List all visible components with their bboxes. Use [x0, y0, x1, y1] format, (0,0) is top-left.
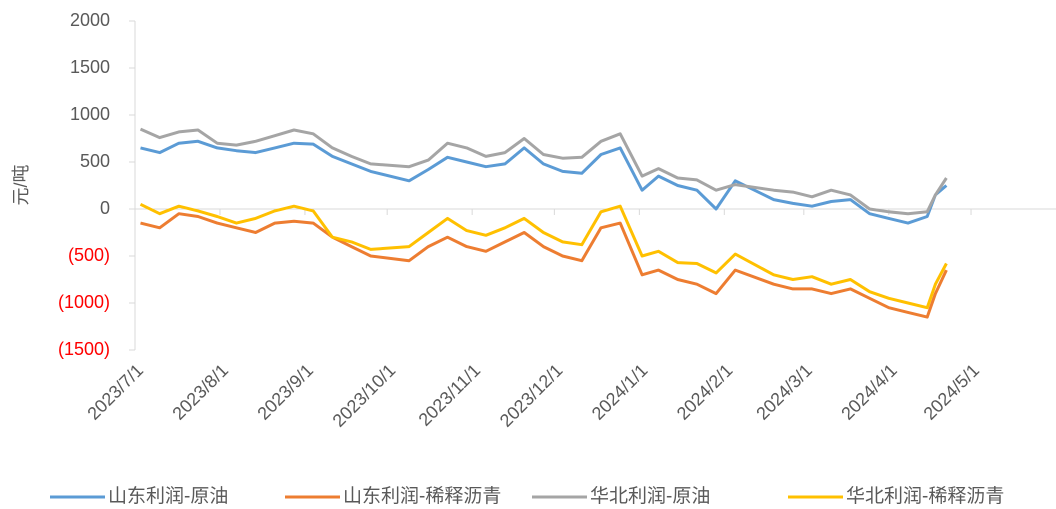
y-tick-label: 2000: [70, 10, 110, 30]
y-tick-label: (1000): [58, 292, 110, 312]
y-tick-label: (500): [68, 245, 110, 265]
x-tick-label: 2023/8/1: [168, 360, 232, 424]
series-line: [140, 212, 948, 319]
y-tick-label: 1500: [70, 57, 110, 77]
x-tick-label: 2023/9/1: [253, 360, 317, 424]
y-tick-label: 0: [100, 198, 110, 218]
x-tick-label: 2024/4/1: [837, 360, 901, 424]
x-tick-label: 2023/7/1: [83, 360, 147, 424]
y-tick-label: (1500): [58, 339, 110, 359]
series-line: [139, 202, 948, 310]
y-axis-title: 元/吨: [11, 164, 31, 205]
legend-label: 山东利润-稀释沥青: [343, 485, 501, 507]
series-line: [139, 127, 948, 216]
y-tick-label: 500: [80, 151, 110, 171]
series-line: [140, 139, 948, 225]
x-tick-label: 2023/10/1: [329, 360, 400, 431]
legend-label: 华北利润-稀释沥青: [846, 485, 1004, 507]
x-tick-label: 2024/5/1: [920, 360, 984, 424]
legend-label: 华北利润-原油: [590, 485, 710, 507]
x-tick-label: 2024/2/1: [673, 360, 737, 424]
y-tick-label: 1000: [70, 104, 110, 124]
legend-label: 山东利润-原油: [108, 485, 228, 507]
x-tick-label: 2024/1/1: [588, 360, 652, 424]
x-tick-label: 2024/3/1: [752, 360, 816, 424]
x-tick-label: 2023/11/1: [415, 360, 485, 430]
x-tick-label: 2023/12/1: [496, 360, 567, 431]
